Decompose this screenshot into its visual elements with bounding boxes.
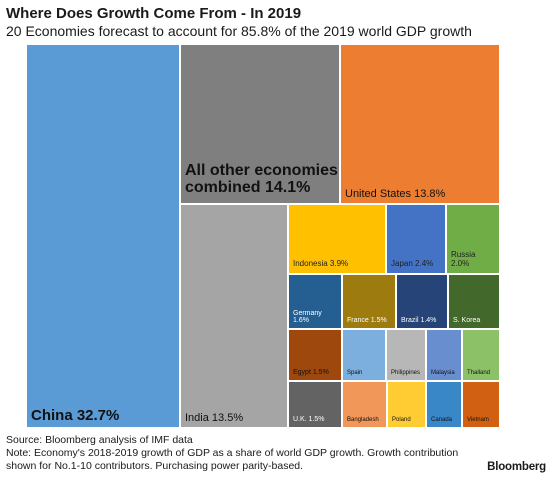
treemap-label-canada: Canada: [431, 417, 453, 424]
treemap-tile-france: France 1.5%: [342, 274, 396, 329]
treemap-tile-canada: Canada: [426, 381, 462, 428]
treemap-tile-vietnam: Vietnam: [462, 381, 500, 428]
treemap-label-brazil: Brazil 1.4%: [401, 317, 437, 325]
treemap-tile-united-states: United States 13.8%: [340, 44, 500, 204]
treemap-label-thailand: Thailand: [467, 370, 491, 377]
chart-title: Where Does Growth Come From - In 2019: [6, 5, 302, 22]
treemap-label-egypt: Egypt 1.5%: [293, 369, 329, 377]
bloomberg-logo: Bloomberg: [487, 461, 546, 473]
treemap-tile-bangladesh: Bangladesh: [342, 381, 387, 428]
treemap-tile-germany: Germany 1.6%: [288, 274, 342, 329]
treemap-label-spain: Spain: [347, 370, 363, 377]
chart-subtitle: 20 Economies forecast to account for 85.…: [6, 23, 472, 39]
treemap-tile-u-k: U.K. 1.5%: [288, 381, 342, 428]
treemap-label-germany: Germany 1.6%: [293, 309, 322, 325]
treemap-tile-spain: Spain: [342, 329, 386, 381]
treemap-tile-brazil: Brazil 1.4%: [396, 274, 448, 329]
treemap-label-philippines: Philippines: [391, 370, 421, 377]
treemap-label-indonesia: Indonesia 3.9%: [293, 259, 349, 269]
treemap-tile-poland: Poland: [387, 381, 426, 428]
treemap-label-india: India 13.5%: [185, 411, 244, 424]
treemap-label-malaysia: Malaysia: [431, 370, 455, 377]
source-note: Source: Bloomberg analysis of IMF data: [6, 434, 193, 446]
treemap-tile-s-korea: S. Korea: [448, 274, 500, 329]
footnote: Note: Economy's 2018-2019 growth of GDP …: [6, 447, 459, 472]
treemap-label-france: France 1.5%: [347, 317, 387, 325]
treemap-tile-russia: Russia 2.0%: [446, 204, 500, 274]
treemap-label-vietnam: Vietnam: [467, 417, 489, 424]
treemap-label-s-korea: S. Korea: [453, 317, 481, 325]
treemap-tile-all-other-economies-combined: All other economies combined 14.1%: [180, 44, 340, 204]
treemap-tile-thailand: Thailand: [462, 329, 500, 381]
treemap-tile-india: India 13.5%: [180, 204, 288, 428]
treemap-tile-indonesia: Indonesia 3.9%: [288, 204, 386, 274]
treemap-tile-philippines: Philippines: [386, 329, 426, 381]
treemap-label-all-other-economies-combined: All other economies combined 14.1%: [185, 161, 338, 197]
treemap-tile-malaysia: Malaysia: [426, 329, 462, 381]
treemap-tile-egypt: Egypt 1.5%: [288, 329, 342, 381]
treemap-label-poland: Poland: [392, 417, 411, 424]
treemap-label-russia: Russia 2.0%: [451, 250, 476, 269]
treemap-label-china: China 32.7%: [31, 406, 120, 424]
treemap-label-japan: Japan 2.4%: [391, 259, 434, 269]
treemap-label-bangladesh: Bangladesh: [347, 417, 379, 424]
treemap-tile-china: China 32.7%: [26, 44, 180, 428]
treemap-label-united-states: United States 13.8%: [345, 187, 446, 200]
treemap-tile-japan: Japan 2.4%: [386, 204, 446, 274]
treemap-label-u-k: U.K. 1.5%: [293, 416, 325, 424]
